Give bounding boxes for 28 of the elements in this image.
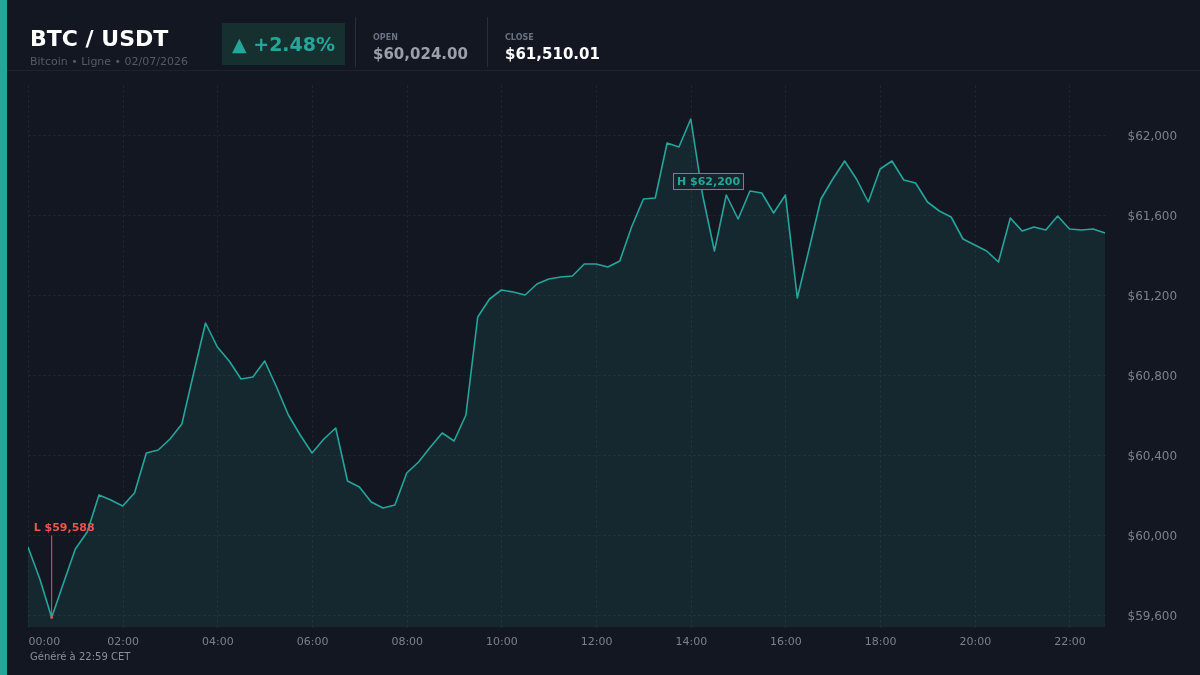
y-tick-label: $62,000 — [1127, 128, 1178, 143]
x-tick-label: 10:00 — [486, 634, 518, 648]
text: ▲ +2.48% — [222, 23, 346, 65]
x-tick-label: 20:00 — [959, 634, 992, 648]
text: $61,510.01 — [505, 45, 600, 63]
x-tick-label: 02:00 — [107, 634, 140, 648]
y-tick-label: $61,200 — [1127, 288, 1178, 303]
x-tick-label: 00:00 — [28, 634, 61, 648]
annotation: H $62,200 — [673, 173, 745, 190]
x-tick-label: 08:00 — [391, 634, 424, 648]
text: $60,024.00 — [373, 45, 468, 63]
chart-title: BTC / USDT — [30, 26, 169, 51]
text: CLOSE — [505, 33, 535, 42]
text: OPEN — [373, 33, 399, 42]
x-tick-label: 18:00 — [864, 634, 897, 648]
y-tick-label: $60,400 — [1127, 448, 1178, 463]
x-tick-label: 04:00 — [202, 634, 234, 648]
x-tick-label: 22:00 — [1054, 634, 1086, 648]
text: Généré à 22:59 CET — [30, 651, 131, 662]
y-tick-label: $59,600 — [1127, 608, 1178, 623]
y-tick-label: $60,000 — [1127, 528, 1178, 543]
chart-subtitle: Bitcoin • Ligne • 02/07/2026 — [30, 55, 188, 68]
x-tick-label: 12:00 — [580, 634, 613, 648]
y-tick-label: $60,800 — [1127, 368, 1178, 383]
x-tick-label: 16:00 — [770, 634, 802, 648]
x-tick-label: 14:00 — [675, 634, 708, 648]
x-tick-label: 06:00 — [296, 634, 329, 648]
y-tick-label: $61,600 — [1127, 208, 1178, 223]
